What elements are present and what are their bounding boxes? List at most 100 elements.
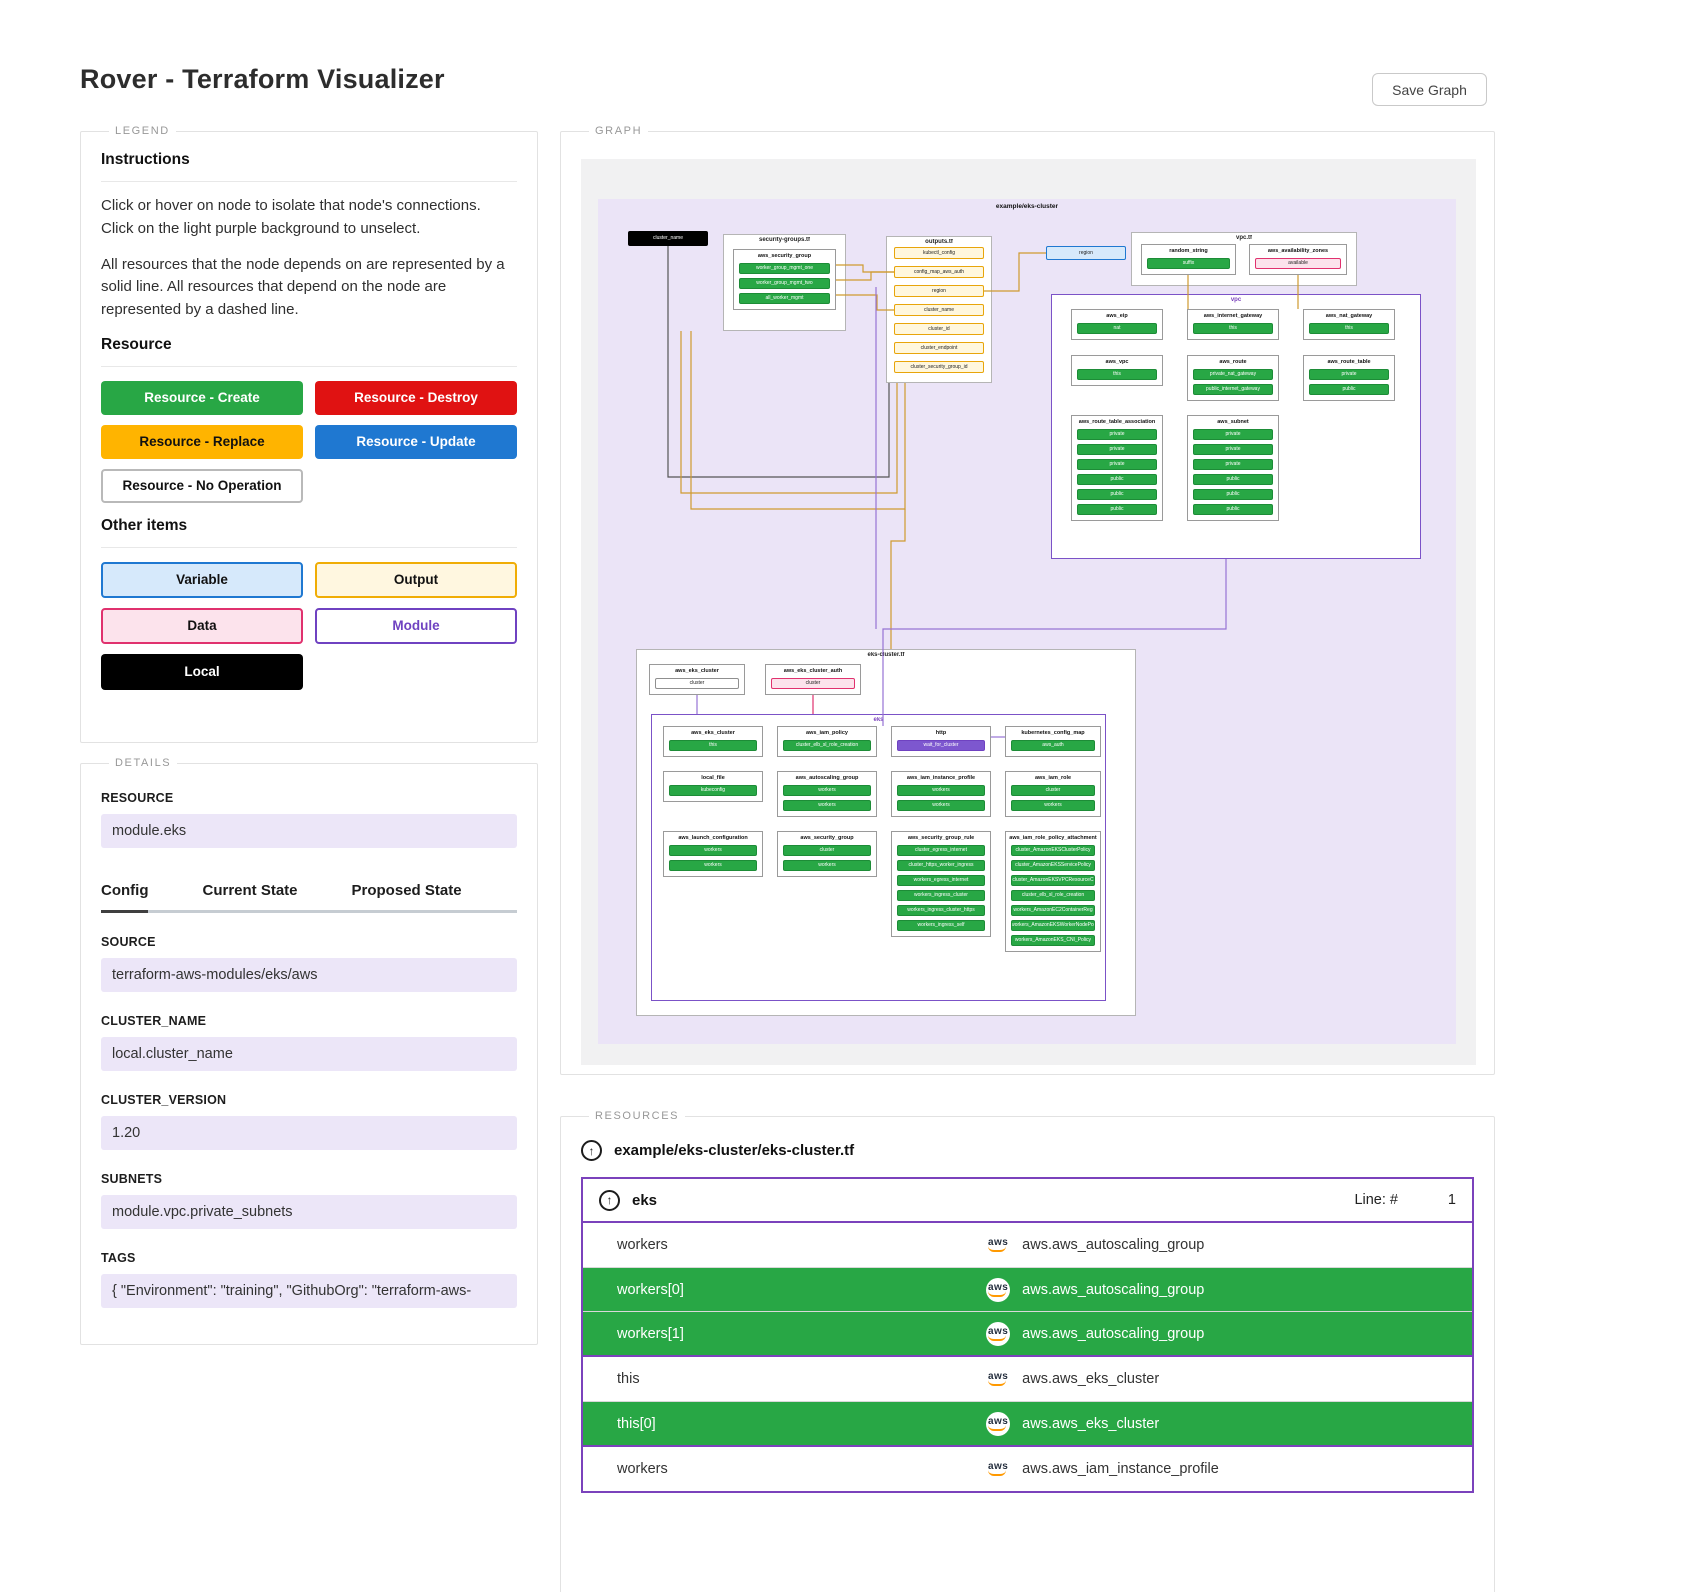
graph-group-label: aws_availability_zones — [1267, 248, 1329, 254]
graph-node-this[interactable]: this — [669, 740, 757, 751]
graph-node-public[interactable]: public — [1077, 474, 1157, 485]
graph-node-available[interactable]: available — [1255, 258, 1341, 269]
graph-node-public[interactable]: public — [1309, 384, 1389, 395]
graph-node-workers[interactable]: workers — [783, 860, 871, 871]
graph-node-workers[interactable]: workers — [669, 860, 757, 871]
resource-card: ↑ eks Line: # 1 workers aws aws.aws_autosc… — [581, 1177, 1474, 1493]
graph-node-region[interactable]: region — [894, 285, 984, 297]
resource-file-header[interactable]: ↑ example/eks-cluster/eks-cluster.tf — [581, 1140, 1474, 1161]
graph-node-workers_egress_internet[interactable]: workers_egress_internet — [897, 875, 985, 886]
graph-node-nat[interactable]: nat — [1077, 323, 1157, 334]
tags-label: TAGS — [101, 1251, 136, 1265]
graph-node-private_nat_gateway[interactable]: private_nat_gateway — [1193, 369, 1273, 380]
graph-panel: GRAPH example/eks-cluster security-group… — [560, 125, 1495, 1075]
graph-node-cluster_endpoint[interactable]: cluster_endpoint — [894, 342, 984, 354]
graph-box-label: outputs.tf — [925, 239, 953, 245]
details-panel-label: DETAILS — [115, 757, 172, 769]
graph-node-cluster[interactable]: cluster — [1011, 785, 1095, 796]
graph-node-region[interactable]: region — [1046, 246, 1126, 260]
graph-resource-type-aws_iam_role: aws_iam_role cluster workers — [1005, 771, 1101, 817]
graph-group-label: kubernetes_config_map — [1021, 730, 1085, 736]
graph-node-public[interactable]: public — [1193, 504, 1273, 515]
resource-type: aws aws.aws_eks_cluster — [986, 1411, 1159, 1436]
graph-node-private[interactable]: private — [1193, 459, 1273, 470]
graph-node-workers[interactable]: workers — [897, 800, 985, 811]
graph-resource-type-aws_route_table_association: aws_route_table_association private privat… — [1071, 415, 1163, 521]
graph-node-cluster_AmazonEKSVPCResourceC[interactable]: cluster_AmazonEKSVPCResourceC — [1011, 875, 1095, 886]
graph-node-workers[interactable]: workers — [669, 845, 757, 856]
graph-node-cluster_elb_sl_role_creation[interactable]: cluster_elb_sl_role_creation — [1011, 890, 1095, 901]
graph-node-this[interactable]: this — [1309, 323, 1389, 334]
graph-node-cluster_security_group_id[interactable]: cluster_security_group_id — [894, 361, 984, 373]
graph-node-cluster_AmazonEKSClusterPolicy[interactable]: cluster_AmazonEKSClusterPolicy — [1011, 845, 1095, 856]
graph-node-private[interactable]: private — [1193, 429, 1273, 440]
graph-node-wait_for_cluster[interactable]: wait_for_cluster — [897, 740, 985, 751]
resource-card-header[interactable]: ↑ eks Line: # 1 — [583, 1179, 1472, 1223]
graph-node-workers[interactable]: workers — [1011, 800, 1095, 811]
graph-node-workers[interactable]: workers — [897, 785, 985, 796]
resource-row[interactable]: this[0] aws aws.aws_eks_cluster — [583, 1401, 1472, 1445]
graph-node-config_map_aws_auth[interactable]: config_map_aws_auth — [894, 266, 984, 278]
resources-panel: RESOURCES ↑ example/eks-cluster/eks-clus… — [560, 1110, 1495, 1592]
graph-node-workers_ingress_cluster[interactable]: workers_ingress_cluster — [897, 890, 985, 901]
graph-node-cluster_id[interactable]: cluster_id — [894, 323, 984, 335]
graph-node-workers_AmazonEKSWorkerNodePol[interactable]: workers_AmazonEKSWorkerNodePol — [1011, 920, 1095, 931]
graph-node-workers[interactable]: workers — [783, 800, 871, 811]
save-graph-button[interactable]: Save Graph — [1372, 73, 1487, 106]
tab-proposed-state[interactable]: Proposed State — [351, 882, 462, 899]
graph-node-workers_AmazonEC2ContainerReg[interactable]: workers_AmazonEC2ContainerReg — [1011, 905, 1095, 916]
cluster-name-label: CLUSTER_NAME — [101, 1014, 207, 1028]
graph-canvas[interactable]: example/eks-cluster security-groups.tf ou… — [581, 159, 1476, 1065]
resource-field-label: RESOURCE — [101, 791, 174, 805]
resource-group: workers aws aws.aws_autoscaling_group worke… — [583, 1223, 1472, 1357]
graph-node-private[interactable]: private — [1309, 369, 1389, 380]
graph-node-workers_AmazonEKS_CNI_Policy[interactable]: workers_AmazonEKS_CNI_Policy — [1011, 935, 1095, 946]
graph-node-cluster_https_worker_ingress[interactable]: cluster_https_worker_ingress — [897, 860, 985, 871]
graph-node-public[interactable]: public — [1077, 489, 1157, 500]
graph-resource-type-aws_route_table: aws_route_table private public — [1303, 355, 1395, 401]
graph-node-this[interactable]: this — [1193, 323, 1273, 334]
graph-node-suffix[interactable]: suffix — [1147, 258, 1230, 269]
graph-node-public_internet_gateway[interactable]: public_internet_gateway — [1193, 384, 1273, 395]
graph-node-private[interactable]: private — [1193, 444, 1273, 455]
graph-node-private[interactable]: private — [1077, 444, 1157, 455]
graph-node-cluster_elb_sl_role_creation[interactable]: cluster_elb_sl_role_creation — [783, 740, 871, 751]
graph-node-all_worker_mgmt[interactable]: all_worker_mgmt — [739, 293, 830, 304]
resource-row[interactable]: workers aws aws.aws_iam_instance_profile — [583, 1447, 1472, 1491]
graph-node-cluster[interactable]: cluster — [655, 678, 739, 689]
graph-node-kubectl_config[interactable]: kubectl_config — [894, 247, 984, 259]
legend-output: Output — [315, 561, 517, 598]
graph-node-cluster_egress_internet[interactable]: cluster_egress_internet — [897, 845, 985, 856]
graph-node-this[interactable]: this — [1077, 369, 1157, 380]
tab-config[interactable]: Config — [101, 874, 149, 913]
resource-row[interactable]: workers[1] aws aws.aws_autoscaling_group — [583, 1311, 1472, 1355]
graph-node-kubeconfig[interactable]: kubeconfig — [669, 785, 757, 796]
graph-node-private[interactable]: private — [1077, 429, 1157, 440]
graph-node-workers_ingress_self[interactable]: workers_ingress_self — [897, 920, 985, 931]
graph-node-cluster[interactable]: cluster — [771, 678, 855, 689]
resource-row[interactable]: this aws aws.aws_eks_cluster — [583, 1357, 1472, 1401]
graph-node-cluster_name[interactable]: cluster_name — [628, 231, 708, 246]
graph-node-private[interactable]: private — [1077, 459, 1157, 470]
graph-node-cluster_name[interactable]: cluster_name — [894, 304, 984, 316]
graph-node-public[interactable]: public — [1077, 504, 1157, 515]
graph-node-public[interactable]: public — [1193, 474, 1273, 485]
legend-variable: Variable — [101, 561, 303, 598]
graph-root-label: example/eks-cluster — [995, 203, 1059, 210]
legend-data: Data — [101, 607, 303, 644]
aws-logo-text: aws — [987, 1282, 1008, 1297]
tab-current-state[interactable]: Current State — [202, 882, 298, 899]
graph-node-aws_auth[interactable]: aws_auth — [1011, 740, 1095, 751]
resource-row[interactable]: workers[0] aws aws.aws_autoscaling_group — [583, 1267, 1472, 1311]
graph-node-workers[interactable]: workers — [783, 785, 871, 796]
graph-group-label: aws_route — [1219, 359, 1247, 365]
graph-group-label: aws_security_group_rule — [907, 835, 975, 841]
graph-node-workers_ingress_cluster_https[interactable]: workers_ingress_cluster_https — [897, 905, 985, 916]
page-title: Rover - Terraform Visualizer — [80, 64, 445, 94]
graph-node-worker_group_mgmt_one[interactable]: worker_group_mgmt_one — [739, 263, 830, 274]
graph-node-cluster_AmazonEKSServicePolicy[interactable]: cluster_AmazonEKSServicePolicy — [1011, 860, 1095, 871]
resource-row[interactable]: workers aws aws.aws_autoscaling_group — [583, 1223, 1472, 1267]
graph-node-cluster[interactable]: cluster — [783, 845, 871, 856]
graph-node-worker_group_mgmt_two[interactable]: worker_group_mgmt_two — [739, 278, 830, 289]
graph-node-public[interactable]: public — [1193, 489, 1273, 500]
